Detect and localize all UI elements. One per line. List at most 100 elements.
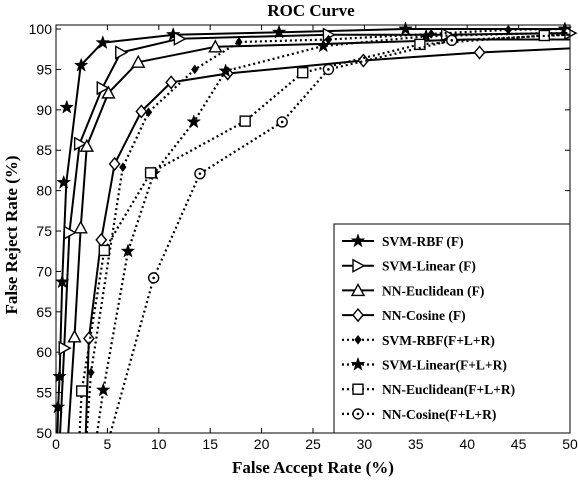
data-point	[297, 66, 309, 79]
legend-marker	[352, 308, 364, 323]
data-point	[63, 225, 77, 240]
y-tick-label: 85	[36, 142, 52, 158]
x-tick-label: 15	[202, 436, 218, 452]
data-point	[144, 107, 153, 118]
data-point-center	[327, 68, 330, 71]
legend-marker	[350, 233, 366, 248]
series-line	[59, 32, 571, 434]
data-point	[315, 38, 331, 53]
legend-label: SVM-RBF (F)	[382, 234, 464, 249]
x-tick-label: 30	[357, 436, 373, 452]
legend-box	[333, 223, 571, 434]
data-point	[191, 64, 199, 75]
x-tick-label: 40	[459, 436, 475, 452]
data-point	[75, 385, 88, 397]
data-point-center	[152, 276, 155, 280]
legend-marker	[352, 383, 364, 395]
data-point	[144, 167, 157, 179]
data-point	[52, 368, 68, 383]
x-tick-label: 35	[408, 436, 424, 452]
legend-marker	[352, 258, 366, 273]
series-3	[67, 38, 570, 434]
y-tick-label: 70	[36, 263, 52, 279]
y-tick-label: 65	[36, 304, 52, 320]
x-tick-label: 0	[52, 436, 60, 452]
data-point	[96, 80, 110, 96]
legend-label: SVM-Linear (F)	[382, 259, 476, 274]
data-point	[135, 104, 148, 119]
data-point-center	[198, 172, 202, 175]
x-axis-label: False Accept Rate (%)	[232, 458, 394, 477]
y-tick-label: 90	[36, 102, 52, 118]
x-tick-label: 5	[104, 436, 112, 452]
data-point	[95, 35, 111, 50]
legend-label: SVM-RBF(F+L+R)	[382, 333, 495, 348]
data-point	[101, 85, 116, 99]
data-point	[87, 367, 95, 378]
y-axis-label: False Reject Rate (%)	[2, 155, 21, 314]
data-point	[59, 99, 75, 114]
data-point	[414, 38, 426, 51]
y-tick-label: 50	[36, 425, 52, 441]
x-tick-label: 10	[151, 436, 167, 452]
data-point	[73, 136, 88, 151]
legend-item: NN-Cosine (F)	[342, 308, 466, 323]
data-point	[95, 382, 111, 397]
data-point	[108, 156, 121, 172]
legend-label: SVM-Linear(F+L+R)	[382, 358, 507, 373]
data-point	[218, 63, 234, 78]
chart-title: ROC Curve	[267, 1, 355, 20]
data-point	[131, 54, 146, 68]
legend-label: NN-Cosine(F+L+R)	[382, 407, 496, 422]
series-line	[96, 31, 570, 434]
data-point	[115, 45, 129, 60]
series-line	[84, 47, 571, 434]
legend-label: NN-Euclidean(F+L+R)	[382, 382, 515, 397]
data-point	[95, 232, 108, 248]
data-point-center	[280, 120, 284, 124]
legend-item: SVM-Linear(F+L+R)	[342, 356, 507, 373]
legend-marker-center	[356, 412, 360, 416]
data-point	[473, 45, 486, 60]
series-layer	[50, 21, 578, 434]
legend-marker	[354, 334, 362, 345]
legend: SVM-RBF (F) SVM-Linear (F) NN-Euclidean (F…	[333, 223, 571, 434]
data-point	[56, 174, 72, 189]
data-point	[235, 37, 243, 47]
data-point	[418, 28, 434, 43]
data-point	[120, 243, 136, 258]
legend-marker	[350, 282, 366, 297]
data-point	[50, 399, 66, 414]
data-point	[504, 25, 512, 35]
data-point-center	[450, 39, 454, 42]
legend-item: NN-Euclidean (F)	[342, 282, 484, 298]
legend-item: SVM-Linear (F)	[342, 258, 476, 274]
series-line	[67, 38, 570, 434]
y-tick-label: 80	[36, 183, 52, 199]
y-tick-label: 60	[36, 344, 52, 360]
data-point	[165, 26, 181, 42]
data-point	[186, 114, 202, 129]
data-point	[67, 329, 82, 343]
legend-label: NN-Cosine (F)	[382, 308, 466, 323]
data-point	[98, 244, 111, 257]
data-point	[165, 75, 178, 90]
series-8	[109, 33, 571, 434]
data-point	[239, 115, 251, 127]
y-tick-label: 100	[29, 21, 53, 37]
data-point	[208, 39, 223, 53]
legend-label: NN-Euclidean (F)	[382, 283, 484, 298]
data-point	[82, 331, 95, 346]
x-tick-label: 50	[562, 436, 578, 452]
data-point	[119, 162, 127, 173]
x-tick-label: 20	[254, 436, 270, 452]
ticks-layer: 0 5 10 15 20 25 30 35 40 45 50 50 55 60 65 70 75 80 85 90 95…	[29, 21, 578, 452]
data-point	[73, 57, 89, 72]
x-tick-label: 25	[305, 436, 321, 452]
data-point	[73, 220, 88, 234]
y-tick-label: 75	[36, 223, 52, 239]
data-point	[398, 21, 413, 36]
data-point	[58, 340, 72, 356]
